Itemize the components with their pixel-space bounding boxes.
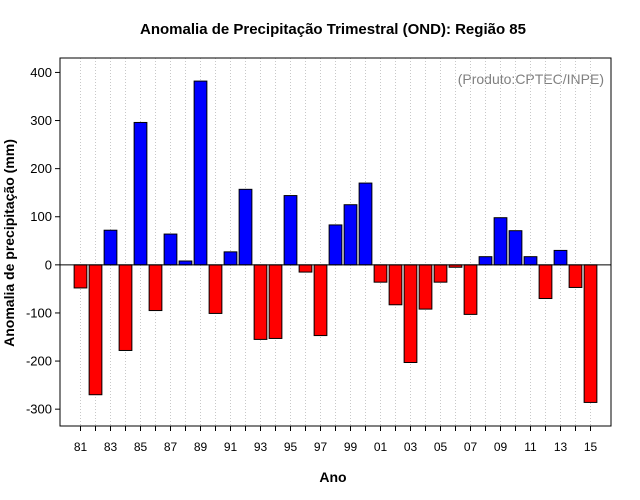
bar-12 <box>538 264 553 300</box>
x-tick-label-83: 83 <box>104 440 118 454</box>
x-tick-label-89: 89 <box>194 440 208 454</box>
x-tick-label-99: 99 <box>344 440 358 454</box>
y-tick-label-400: 400 <box>30 65 52 80</box>
bar-85 <box>133 121 148 266</box>
x-tick-label-09: 09 <box>494 440 508 454</box>
bar-03 <box>403 264 418 364</box>
bar-92 <box>238 188 253 266</box>
x-tick-label-91: 91 <box>224 440 238 454</box>
x-tick-label-07: 07 <box>464 440 478 454</box>
bar-05 <box>433 264 448 283</box>
bar-96 <box>298 264 313 273</box>
x-axis-label: Ano <box>319 469 346 485</box>
bar-97 <box>313 264 328 337</box>
bar-07 <box>463 264 478 315</box>
bar-99 <box>343 204 358 266</box>
x-tick-label-97: 97 <box>314 440 328 454</box>
bar-08 <box>478 256 493 266</box>
bar-00 <box>358 182 373 266</box>
x-tick-label-87: 87 <box>164 440 178 454</box>
y-tick-label-0: 0 <box>45 257 52 272</box>
bar-98 <box>328 224 343 266</box>
bar-10 <box>508 230 523 266</box>
x-tick-label-05: 05 <box>434 440 448 454</box>
bar-86 <box>148 264 163 312</box>
bar-04 <box>418 264 433 310</box>
bar-09 <box>493 217 508 266</box>
bar-91 <box>223 251 238 266</box>
chart-title: Anomalia de Precipitação Trimestral (OND… <box>140 21 526 38</box>
bar-02 <box>388 264 403 306</box>
y-tick-label-100: 100 <box>30 209 52 224</box>
y-tick-label--100: -100 <box>26 305 52 320</box>
x-tick-label-03: 03 <box>404 440 418 454</box>
bar-01 <box>373 264 388 283</box>
x-tick-label-11: 11 <box>524 440 537 454</box>
bar-81 <box>73 264 88 289</box>
bar-13 <box>553 249 568 266</box>
bar-11 <box>523 256 538 266</box>
y-tick-label-200: 200 <box>30 161 52 176</box>
bar-83 <box>103 229 118 266</box>
bar-15 <box>583 264 598 403</box>
x-tick-label-95: 95 <box>284 440 298 454</box>
axes: -300 -200 -100 0 100 200 300 400 81 83 85 87 89 91 93 9… <box>26 57 612 454</box>
bar-14 <box>568 264 583 288</box>
bar-89 <box>193 80 208 266</box>
x-tick-label-81: 81 <box>74 440 88 454</box>
y-tick-label--300: -300 <box>26 402 52 417</box>
bar-84 <box>118 264 133 351</box>
bar-90 <box>208 264 223 314</box>
bar-87 <box>163 233 178 266</box>
x-tick-label-93: 93 <box>254 440 268 454</box>
x-tick-label-85: 85 <box>134 440 148 454</box>
x-tick-label-15: 15 <box>584 440 598 454</box>
bar-93 <box>253 264 268 340</box>
bar-82 <box>88 264 103 396</box>
bar-95 <box>283 195 298 266</box>
y-tick-label--200: -200 <box>26 354 52 369</box>
x-tick-label-13: 13 <box>554 440 568 454</box>
bar-94 <box>268 264 283 339</box>
y-tick-label-300: 300 <box>30 113 52 128</box>
y-axis-label: Anomalia de precipitação (mm) <box>1 139 17 347</box>
bars <box>73 80 598 403</box>
x-tick-label-01: 01 <box>374 440 388 454</box>
bar-88 <box>178 260 193 266</box>
